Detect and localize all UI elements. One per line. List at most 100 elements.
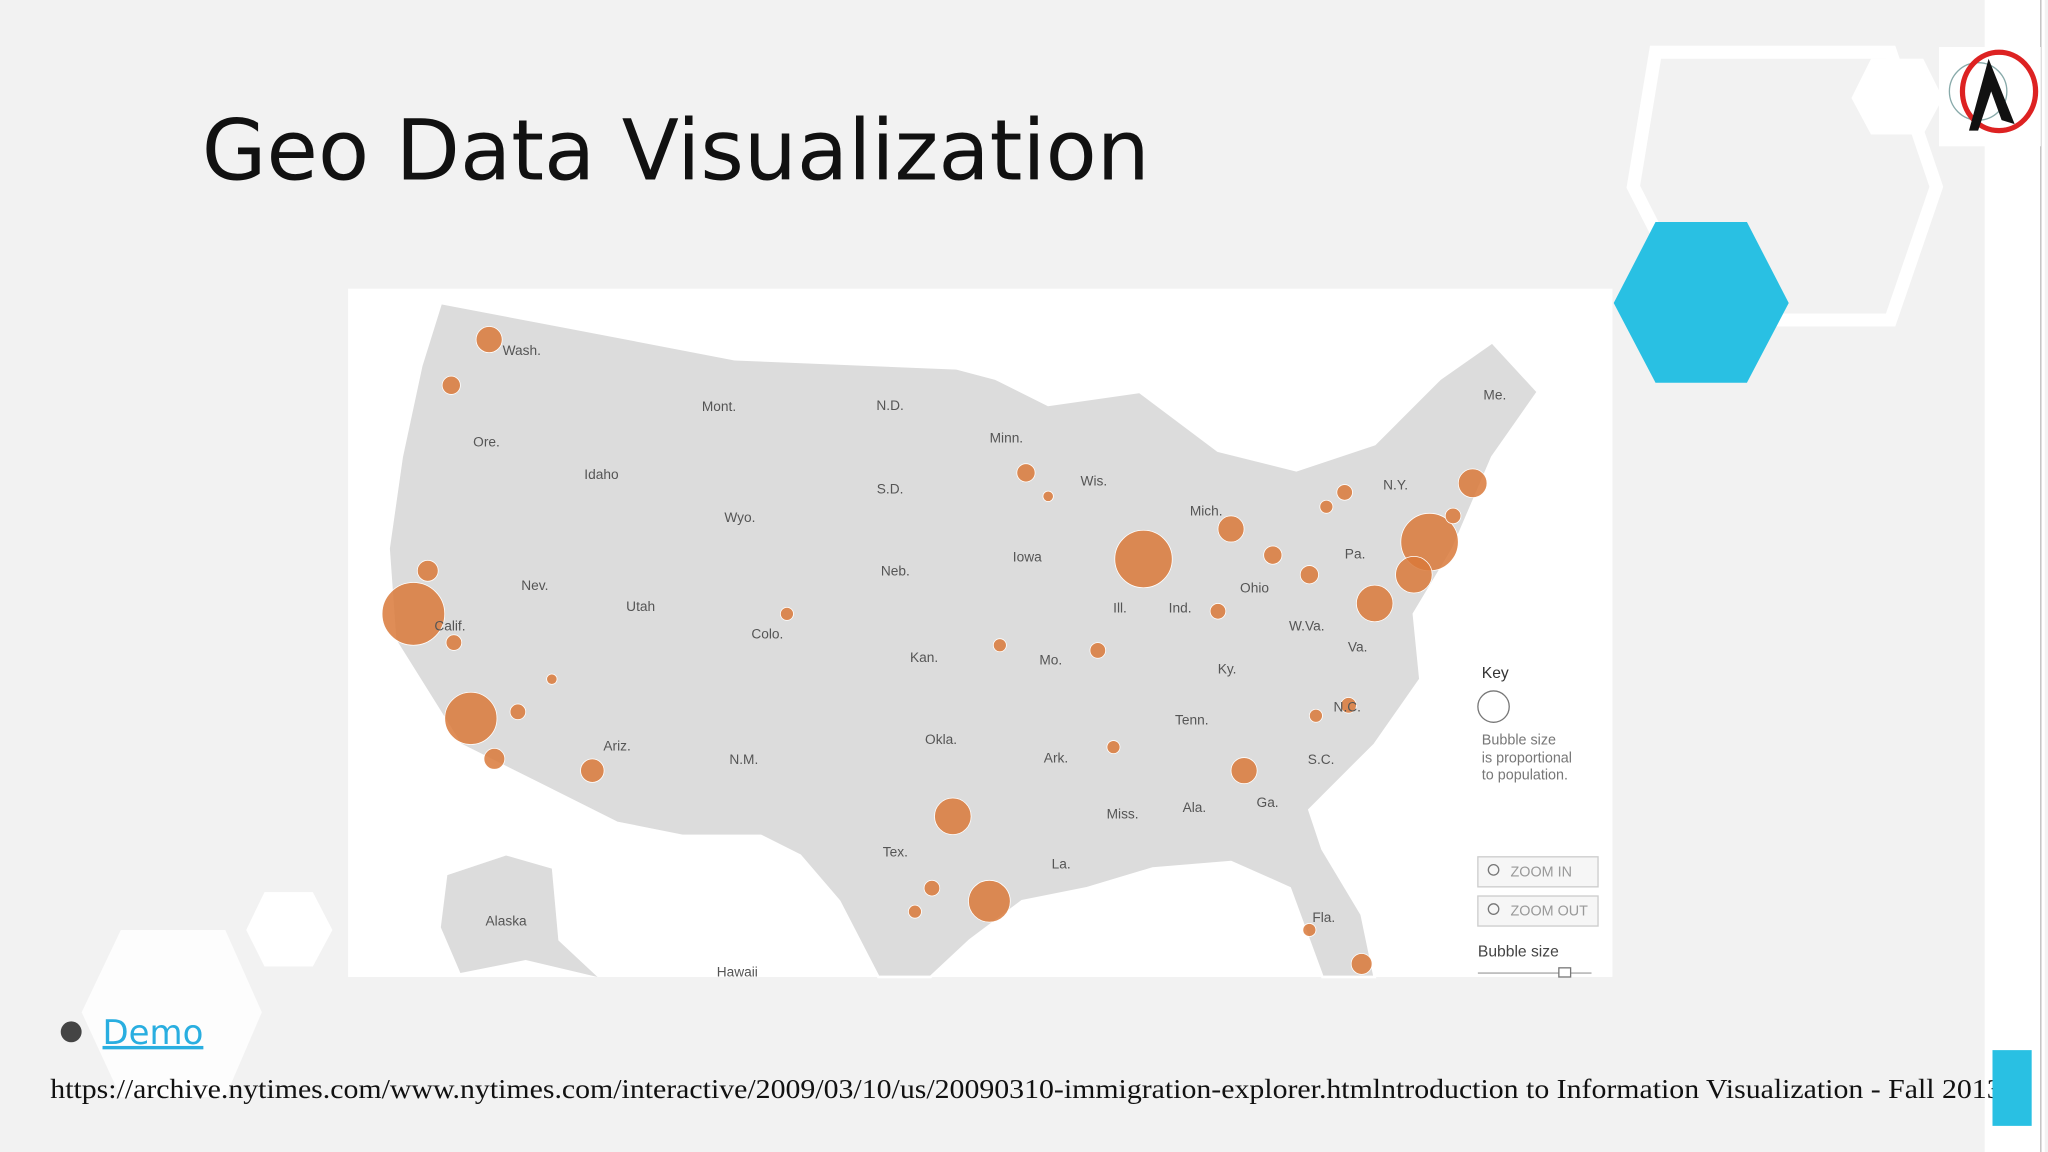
zoom-icon — [1487, 863, 1500, 876]
bubbles — [381, 326, 1488, 975]
state-label: Ky. — [1218, 662, 1237, 677]
hexagon-bottom-small — [246, 892, 333, 967]
state-label: Ind. — [1169, 600, 1192, 615]
state-label: Ohio — [1240, 581, 1269, 596]
bubble — [1350, 953, 1373, 975]
state-label: Va. — [1348, 639, 1368, 654]
state-label: Kan. — [910, 650, 938, 665]
bubble — [1336, 484, 1353, 501]
bubble — [475, 326, 503, 354]
hexagon-outline — [1626, 45, 1944, 327]
state-label: Idaho — [584, 467, 619, 482]
bubble — [968, 879, 1011, 923]
bubble — [1457, 468, 1488, 499]
bubble — [1444, 507, 1462, 525]
state-label: Ala. — [1183, 800, 1207, 815]
state-label: Calif. — [434, 619, 465, 634]
bubble — [416, 559, 439, 582]
state-label: Neb. — [881, 564, 910, 579]
state-label: Okla. — [925, 732, 957, 747]
bubble — [934, 797, 972, 836]
bubble — [923, 879, 941, 897]
state-labels: Wash. Mont. N.D. Minn. Ore. Idaho S.D. Wis. Me. N… — [434, 343, 1506, 980]
bubble — [1089, 642, 1107, 659]
bubble — [780, 606, 794, 621]
hexagon-bottom — [81, 929, 262, 1098]
key-circle — [1477, 690, 1510, 723]
state-label: Pa. — [1345, 547, 1366, 562]
footer-text: https://archive.nytimes.com/www.nytimes.… — [50, 1074, 2001, 1104]
bullet-dot — [60, 1021, 82, 1043]
state-label: N.M. — [729, 752, 758, 767]
state-label: Iowa — [1013, 549, 1042, 564]
bubble — [1016, 463, 1036, 483]
state-label: S.C. — [1308, 752, 1335, 767]
state-label: Wash. — [503, 343, 541, 358]
bubble — [1230, 757, 1258, 785]
bubble — [1114, 529, 1173, 589]
bubble — [381, 582, 446, 646]
state-label: Miss. — [1107, 807, 1139, 822]
zoom-in-label[interactable]: ZOOM IN — [1511, 864, 1572, 880]
bubble — [908, 904, 922, 919]
state-label: Me. — [1483, 387, 1506, 402]
state-label: Mich. — [1190, 504, 1223, 519]
bubble — [1319, 499, 1334, 514]
state-label: S.D. — [877, 481, 904, 496]
key-title: Key — [1482, 665, 1509, 682]
bubble — [546, 673, 558, 685]
bubble — [1217, 515, 1245, 543]
state-label: Wis. — [1081, 474, 1108, 489]
slider-handle[interactable] — [1558, 967, 1572, 978]
state-label: Ariz. — [603, 739, 630, 754]
logo-mark — [1968, 58, 2015, 131]
logo-ring — [1959, 49, 2039, 134]
bubble — [509, 703, 527, 721]
bubble — [441, 375, 461, 395]
state-label: Alaska — [486, 914, 528, 929]
bubble — [580, 758, 605, 783]
state-label: Utah — [626, 599, 655, 614]
state-label: N.C. — [1334, 700, 1361, 715]
bubble — [1308, 708, 1323, 723]
demo-link[interactable]: Demo — [103, 1013, 204, 1053]
state-label: Ill. — [1113, 600, 1127, 615]
zoom-out-label[interactable]: ZOOM OUT — [1511, 903, 1589, 919]
page-marker — [1992, 1050, 2032, 1126]
state-label: Minn. — [990, 430, 1024, 445]
key-text: Bubble size — [1482, 732, 1556, 748]
state-label: Tenn. — [1175, 713, 1209, 728]
zoom-icon — [1487, 903, 1500, 915]
state-label: Wyo. — [724, 510, 755, 525]
state-label: N.D. — [876, 398, 903, 413]
bubble — [1106, 740, 1121, 755]
bubble — [445, 634, 463, 651]
state-label: Nev. — [521, 578, 548, 593]
state-label: Tex. — [883, 845, 908, 860]
bubble — [1263, 545, 1283, 565]
slide-title: Geo Data Visualization — [202, 102, 1150, 200]
state-label: Ore. — [473, 434, 500, 449]
edge-strip — [1984, 0, 2045, 1152]
bubble-size-label: Bubble size — [1478, 943, 1559, 960]
bubble — [1209, 603, 1227, 620]
bubble — [1395, 556, 1433, 594]
bubble — [992, 638, 1007, 653]
hexagon-cyan — [1613, 222, 1789, 383]
bubble — [444, 691, 498, 745]
bubble — [1340, 697, 1357, 714]
key-text: to population. — [1482, 768, 1568, 784]
state-label: Fla. — [1312, 910, 1335, 925]
bubble — [1299, 565, 1319, 585]
hexagon-small — [1851, 58, 1943, 135]
bubble — [483, 748, 506, 770]
state-label: Colo. — [751, 626, 783, 641]
bubble — [1356, 584, 1394, 623]
state-label: La. — [1052, 856, 1071, 871]
state-label: Hawaii — [717, 965, 758, 980]
state-label: Mo. — [1039, 653, 1062, 668]
state-label: W.Va. — [1289, 619, 1325, 634]
bubble — [1042, 490, 1054, 502]
state-label: Mont. — [702, 399, 736, 414]
